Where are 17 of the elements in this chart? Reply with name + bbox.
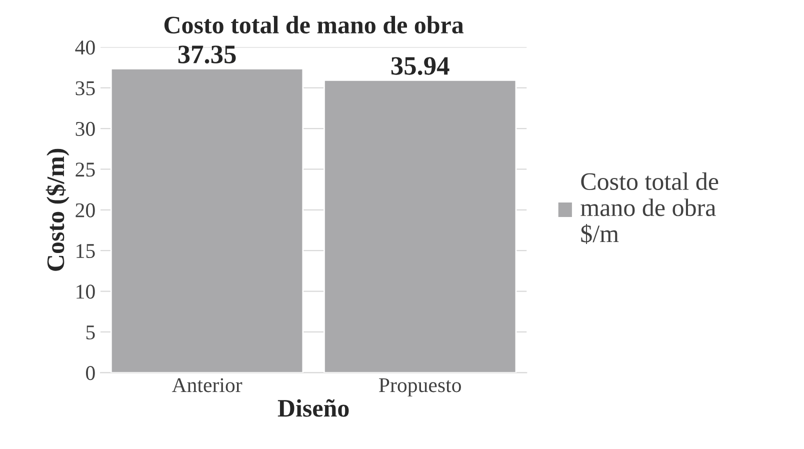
y-tick-label: 0 (86, 366, 95, 380)
y-tick-label: 40 (75, 40, 95, 55)
y-tick-label: 20 (76, 203, 95, 218)
y-tick-label: 30 (76, 122, 95, 136)
y-axis-title: Costo ($/m) (46, 148, 70, 271)
chart-title: Costo total de mano de obra (164, 16, 464, 34)
y-tick-label: 25 (76, 162, 95, 177)
data-label: 35.94 (391, 57, 450, 75)
x-tick-label: Anterior (172, 378, 242, 392)
y-tick-label: 5 (86, 326, 95, 340)
y-tick-label: 35 (76, 81, 95, 96)
y-tick-label: 10 (76, 284, 95, 299)
y-tick-label: 15 (76, 244, 95, 258)
legend-label: Costo total de mano de obra $/m (580, 172, 718, 244)
data-label: 37.35 (178, 46, 236, 64)
x-tick-label: Propuesto (379, 378, 461, 396)
x-axis-title: Diseño (278, 399, 349, 417)
